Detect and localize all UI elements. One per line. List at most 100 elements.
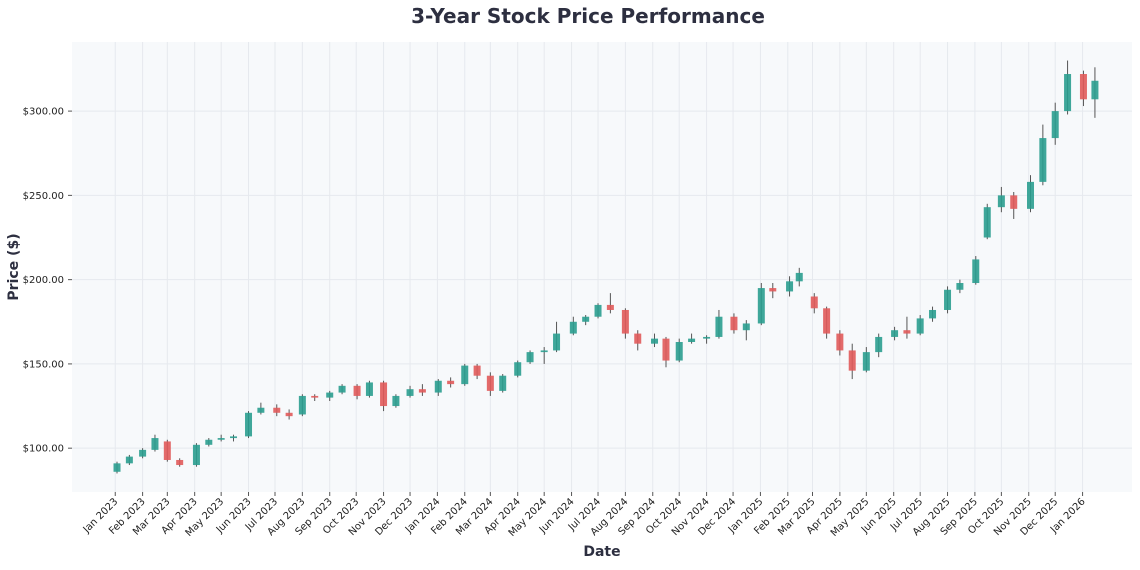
- candle: [634, 330, 642, 351]
- candle: [606, 293, 614, 314]
- candle: [473, 363, 481, 380]
- y-axis: $100.00 $150.00 $200.00 $250.00 $300.00: [23, 107, 72, 455]
- candle-body-up: [338, 385, 346, 393]
- y-tick-label: $300.00: [23, 107, 64, 118]
- y-axis-label: Price ($): [6, 233, 22, 300]
- candle-body-up: [298, 395, 306, 415]
- candle: [848, 343, 856, 380]
- candle: [929, 306, 937, 322]
- candle: [311, 394, 319, 401]
- candle-body-up: [757, 288, 765, 324]
- candle: [997, 186, 1005, 213]
- candle: [862, 347, 870, 373]
- candle: [675, 338, 683, 363]
- candle: [245, 411, 253, 439]
- candle: [257, 402, 265, 415]
- candle-body-down: [380, 382, 388, 407]
- candle: [273, 404, 281, 417]
- candle: [447, 377, 455, 388]
- candle: [230, 434, 238, 442]
- candle: [742, 320, 750, 341]
- candle-body-down: [285, 412, 293, 417]
- candle: [392, 394, 400, 408]
- candle-body-up: [956, 283, 964, 290]
- candle-body-up: [434, 380, 442, 393]
- candle: [192, 443, 200, 467]
- candle-body-up: [582, 316, 590, 322]
- candle: [972, 256, 980, 285]
- candle: [1079, 70, 1087, 107]
- candle: [326, 390, 334, 401]
- candle: [569, 316, 577, 336]
- candle: [338, 384, 346, 395]
- candle: [956, 279, 964, 294]
- candle: [176, 458, 184, 467]
- candle: [786, 276, 794, 297]
- candle-body-up: [499, 375, 507, 391]
- candle: [1051, 102, 1059, 145]
- candle: [715, 309, 723, 339]
- candle-body-up: [192, 444, 200, 466]
- candle: [298, 394, 306, 417]
- candle: [757, 283, 765, 326]
- candle-body-down: [473, 365, 481, 376]
- candle-body-up: [1027, 181, 1035, 209]
- candle-body-up: [139, 449, 147, 457]
- candle: [139, 448, 147, 459]
- candle-body-up: [205, 439, 213, 445]
- candle-body-down: [662, 338, 670, 361]
- candle-body-up: [245, 412, 253, 437]
- candle-body-up: [997, 195, 1005, 208]
- candle-body-up: [526, 352, 534, 363]
- candle: [769, 283, 777, 299]
- candle-body-up: [1091, 80, 1099, 100]
- candle-body-down: [486, 375, 494, 391]
- candle-body-up: [1051, 111, 1059, 139]
- candle-body-down: [730, 316, 738, 331]
- candle: [1039, 124, 1047, 186]
- candle: [1091, 67, 1099, 118]
- candle-body-up: [891, 330, 899, 337]
- candle-body-up: [514, 362, 522, 376]
- candle: [621, 308, 629, 339]
- candle-body-down: [634, 333, 642, 344]
- candle-body-up: [461, 365, 469, 385]
- candle-body-up: [688, 338, 696, 342]
- candle-body-down: [1079, 74, 1087, 100]
- y-tick-label: $150.00: [23, 359, 64, 370]
- candle: [461, 363, 469, 386]
- candle-body-up: [1064, 74, 1072, 112]
- x-axis-label: Date: [583, 544, 620, 560]
- candle-body-up: [151, 438, 159, 450]
- candle: [651, 333, 659, 348]
- candle: [365, 380, 373, 398]
- candle: [151, 434, 159, 452]
- candle: [795, 267, 803, 287]
- candle: [163, 439, 171, 462]
- candle: [903, 316, 911, 339]
- candle-body-up: [392, 395, 400, 407]
- candle-body-up: [113, 463, 121, 472]
- candle-body-down: [903, 330, 911, 334]
- candle: [499, 374, 507, 393]
- candle: [836, 330, 844, 356]
- candle-body-up: [553, 333, 561, 351]
- candle: [113, 461, 121, 474]
- candle: [944, 286, 952, 314]
- candle-body-up: [916, 318, 924, 334]
- candle-body-up: [703, 336, 711, 339]
- candle: [594, 303, 602, 319]
- candle: [353, 384, 361, 400]
- candle-body-down: [1010, 195, 1018, 209]
- candle: [983, 203, 991, 240]
- candle: [688, 333, 696, 344]
- candle: [486, 372, 494, 396]
- y-tick-label: $250.00: [23, 191, 64, 202]
- candle-body-down: [848, 350, 856, 371]
- candle-body-down: [273, 407, 281, 413]
- candle-body-up: [230, 436, 238, 439]
- candle-body-up: [594, 304, 602, 317]
- candle-body-down: [176, 459, 184, 466]
